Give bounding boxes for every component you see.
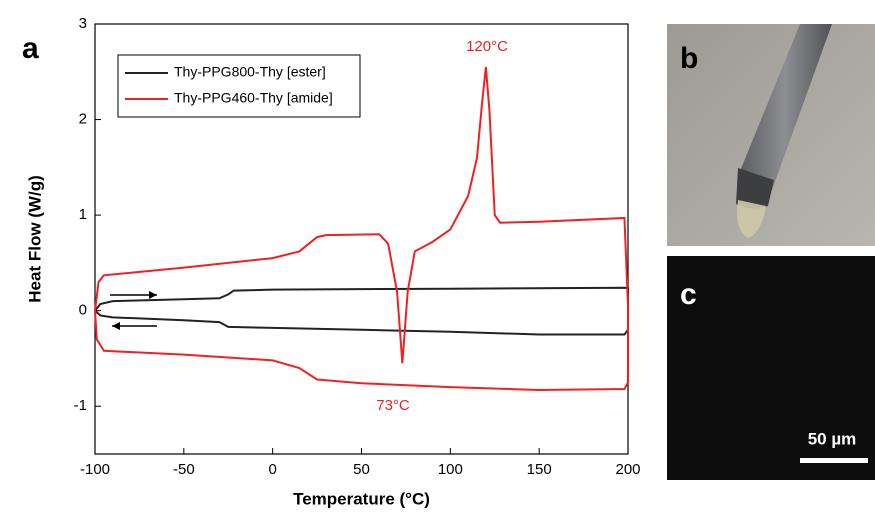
x-tick-label: 50 xyxy=(353,461,370,478)
panel-label: c xyxy=(680,278,697,311)
scale-bar-label: 50 µm xyxy=(808,429,857,448)
annotation: 73°C xyxy=(376,397,410,414)
scale-bar xyxy=(800,458,868,463)
panel-label: b xyxy=(680,42,698,75)
legend-label: Thy-PPG800-Thy [ester] xyxy=(174,64,326,80)
x-tick-label: 100 xyxy=(438,461,463,478)
y-tick-label: 0 xyxy=(79,302,87,319)
panel-label: a xyxy=(22,32,39,65)
x-axis-label: Temperature (°C) xyxy=(293,489,430,508)
y-tick-label: 2 xyxy=(79,111,87,128)
arrow-head xyxy=(149,291,157,299)
y-tick-label: -1 xyxy=(74,397,87,414)
photo-b: b xyxy=(667,24,875,246)
legend-box xyxy=(117,54,361,118)
photo-c: c 50 µm xyxy=(667,256,875,480)
arrow-head xyxy=(112,322,120,330)
y-tick-label: 1 xyxy=(79,206,87,223)
y-axis-label: Heat Flow (W/g) xyxy=(25,175,44,302)
annotation: 120°C xyxy=(466,38,508,55)
x-tick-label: 200 xyxy=(615,461,640,478)
data-line xyxy=(94,66,629,391)
data-line xyxy=(94,286,629,336)
y-tick-label: 3 xyxy=(79,15,87,32)
x-tick-label: 0 xyxy=(268,461,276,478)
legend-label: Thy-PPG460-Thy [amide] xyxy=(174,90,333,106)
x-tick-label: -50 xyxy=(173,461,195,478)
x-tick-label: -100 xyxy=(80,461,110,478)
x-tick-label: 150 xyxy=(527,461,552,478)
